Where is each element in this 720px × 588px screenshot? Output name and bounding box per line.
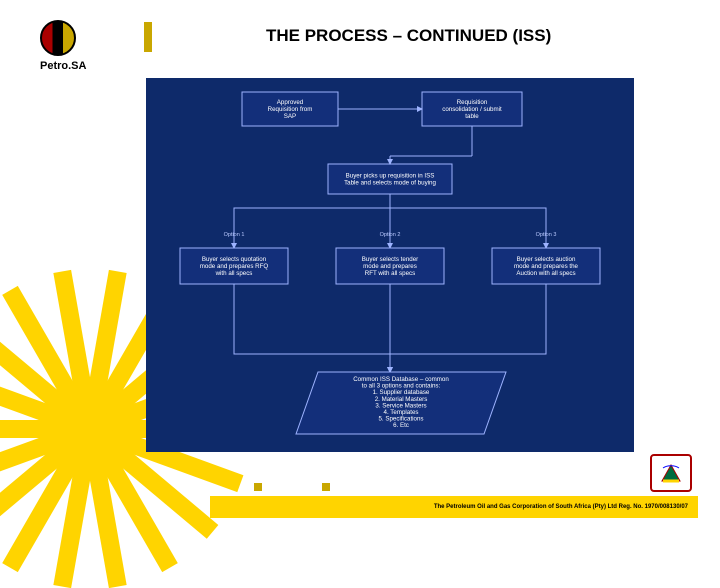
- svg-text:Auction with all specs: Auction with all specs: [516, 270, 575, 277]
- svg-text:Option 3: Option 3: [536, 232, 557, 238]
- certification-badge-icon: [650, 454, 692, 492]
- logo-mark-icon: [40, 20, 76, 56]
- svg-text:RFT with all specs: RFT with all specs: [365, 270, 415, 277]
- svg-text:Requisition: Requisition: [457, 99, 488, 106]
- svg-text:Buyer picks up requisition in: Buyer picks up requisition in ISS: [346, 172, 435, 179]
- footer-text: The Petroleum Oil and Gas Corporation of…: [434, 504, 688, 510]
- brand-name: Petro.SA: [40, 60, 86, 72]
- svg-text:Buyer selects quotation: Buyer selects quotation: [202, 256, 267, 263]
- svg-text:Approved: Approved: [277, 99, 304, 106]
- footer-accents: [254, 478, 390, 496]
- svg-text:6. Etc: 6. Etc: [393, 422, 409, 429]
- svg-text:mode and prepares the: mode and prepares the: [514, 263, 579, 270]
- svg-text:with all specs: with all specs: [215, 270, 253, 277]
- svg-text:Table and selects mode of buyi: Table and selects mode of buying: [344, 180, 436, 187]
- title-accent: [144, 22, 152, 52]
- footer-bar: The Petroleum Oil and Gas Corporation of…: [210, 496, 698, 518]
- svg-text:Buyer selects auction: Buyer selects auction: [517, 256, 576, 263]
- svg-text:Buyer selects tender: Buyer selects tender: [362, 256, 418, 263]
- svg-text:Option 1: Option 1: [224, 232, 245, 238]
- svg-text:consolidation / submit: consolidation / submit: [442, 106, 502, 113]
- svg-text:Requisition from: Requisition from: [268, 106, 313, 113]
- process-flowchart: ApprovedRequisition fromSAP Requisitionco…: [146, 78, 634, 452]
- page-title: THE PROCESS – CONTINUED (ISS): [266, 26, 551, 46]
- svg-text:table: table: [465, 113, 479, 120]
- svg-text:mode and prepares RFQ: mode and prepares RFQ: [200, 263, 269, 270]
- svg-text:mode and prepares: mode and prepares: [363, 263, 417, 270]
- brand-logo: Petro.SA: [40, 20, 86, 72]
- svg-text:Option 2: Option 2: [380, 232, 401, 238]
- svg-text:SAP: SAP: [284, 113, 296, 120]
